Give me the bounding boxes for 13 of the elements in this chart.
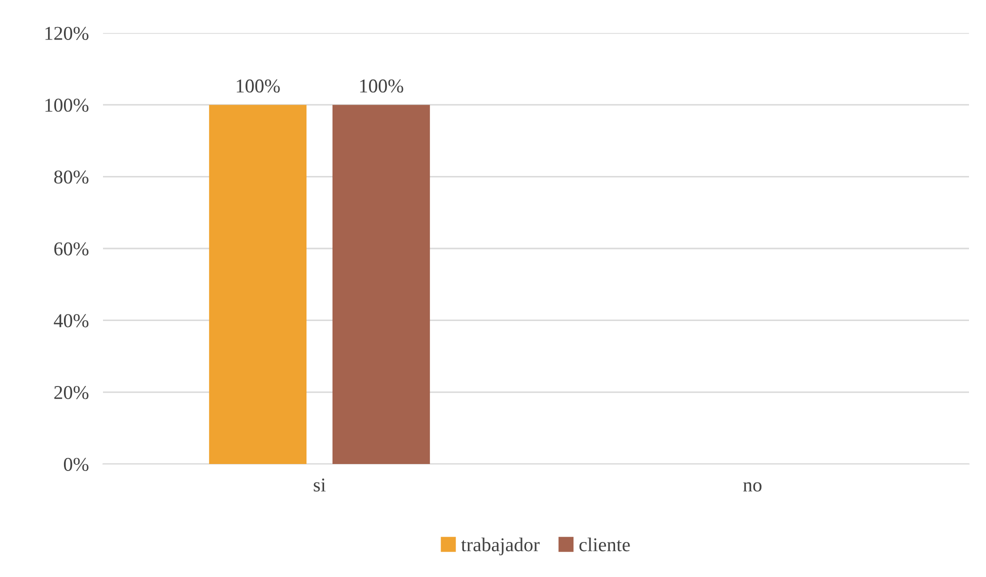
y-tick-label: 20% bbox=[54, 386, 88, 400]
legend-label: cliente bbox=[579, 538, 630, 552]
legend-label: trabajador bbox=[461, 538, 540, 556]
x-tick-label: no bbox=[743, 482, 762, 492]
data-label: 100% bbox=[236, 79, 280, 93]
x-tick-label: si bbox=[314, 478, 326, 492]
y-tick-label: 100% bbox=[45, 98, 88, 112]
y-tick-label: 40% bbox=[54, 314, 88, 328]
y-tick-label: 60% bbox=[54, 242, 88, 256]
y-tick-label: 80% bbox=[54, 170, 88, 184]
y-tick-label: 0% bbox=[64, 458, 88, 471]
y-tick-label: 120% bbox=[45, 26, 88, 40]
data-label: 100% bbox=[360, 79, 404, 93]
